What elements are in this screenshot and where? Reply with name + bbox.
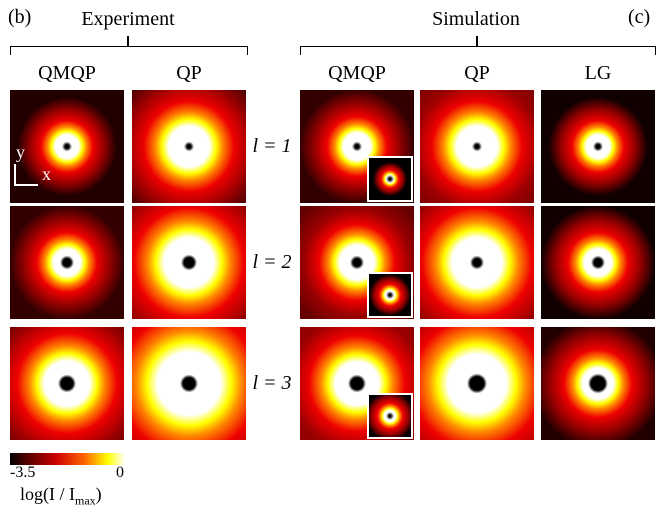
experiment-image bbox=[132, 327, 246, 440]
colorbar-label-text: log(I / I bbox=[20, 484, 75, 504]
bracket-tick bbox=[476, 36, 478, 46]
panel-label: (b) bbox=[8, 6, 31, 29]
row-label: l = 3 bbox=[252, 372, 291, 395]
figure: (b) Experiment (c) Simulation -3.5 0 log… bbox=[0, 0, 670, 515]
column-label: QMQP bbox=[328, 62, 386, 85]
simulation-image bbox=[420, 206, 534, 319]
experiment-image bbox=[10, 206, 124, 319]
bracket bbox=[10, 46, 248, 55]
experiment-image bbox=[132, 206, 246, 319]
simulation-image bbox=[541, 327, 655, 440]
colorbar-label-sub: max bbox=[75, 494, 96, 508]
bracket bbox=[300, 46, 656, 55]
inset-image bbox=[367, 272, 413, 318]
column-label: QP bbox=[464, 62, 490, 85]
axis-arrow-h bbox=[14, 184, 38, 186]
column-label: LG bbox=[585, 62, 612, 85]
simulation-image bbox=[541, 206, 655, 319]
axis-arrow-v bbox=[14, 164, 16, 186]
simulation-image bbox=[420, 327, 534, 440]
simulation-image bbox=[541, 90, 655, 203]
row-label: l = 1 bbox=[252, 135, 291, 158]
axis-label: x bbox=[42, 164, 51, 185]
colorbar-label-end: ) bbox=[96, 484, 102, 504]
panel-label: (c) bbox=[628, 6, 650, 29]
experiment-image bbox=[132, 90, 246, 203]
bracket-tick bbox=[127, 36, 129, 46]
colorbar-label: log(I / Imax) bbox=[20, 484, 102, 509]
colorbar-min: -3.5 bbox=[10, 464, 35, 482]
column-label: QMQP bbox=[38, 62, 96, 85]
colorbar-max: 0 bbox=[116, 464, 124, 482]
panel-title: Experiment bbox=[81, 8, 174, 31]
experiment-image bbox=[10, 90, 124, 203]
row-label: l = 2 bbox=[252, 251, 291, 274]
simulation-image bbox=[420, 90, 534, 203]
experiment-image bbox=[10, 327, 124, 440]
inset-image bbox=[367, 156, 413, 202]
inset-image bbox=[367, 393, 413, 439]
panel-title: Simulation bbox=[432, 8, 520, 31]
axis-label: y bbox=[16, 142, 25, 163]
column-label: QP bbox=[176, 62, 202, 85]
